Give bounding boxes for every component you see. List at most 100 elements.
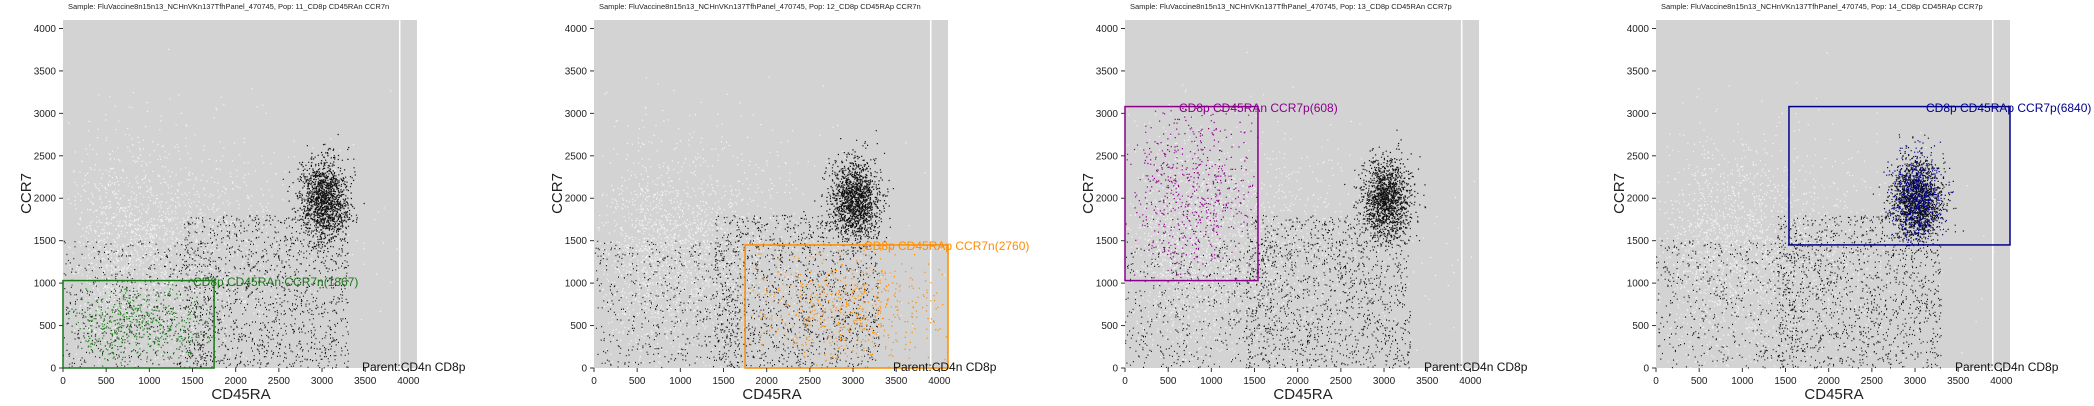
events-layer (63, 48, 398, 369)
x-tick-label: 3500 (354, 376, 377, 387)
x-tick-label: 500 (1160, 376, 1177, 387)
scatter-panel-3: 0 500 1000 1500 2000 2500 3000 3500 4000 0 500 1000… (1062, 0, 1582, 406)
y-tick-label: 3000 (565, 109, 588, 120)
plot-background (1656, 20, 2010, 368)
x-tick-label: 4000 (397, 376, 420, 387)
y-axis-label: CCR7 (1079, 173, 1097, 214)
gate-rectangle[interactable] (62, 279, 215, 369)
x-tick-label: 3500 (885, 376, 908, 387)
x-tick-label: 500 (629, 376, 646, 387)
y-tick-label: 3500 (565, 66, 588, 77)
plot-svg: 0 500 1000 1500 2000 2500 3000 3500 4000 0 500 1000… (1096, 20, 1482, 387)
plot-svg: 0 500 1000 1500 2000 2500 3000 3500 4000 0 500 1000… (34, 20, 420, 387)
y-tick-label: 3000 (34, 109, 57, 120)
y-tick-label: 500 (39, 321, 56, 332)
parent-label: Parent:CD4n CD8p (362, 360, 466, 374)
y-tick-label: 3500 (1627, 66, 1650, 77)
x-tick-label: 1500 (1774, 376, 1797, 387)
y-tick-label: 1000 (1627, 279, 1650, 290)
y-tick-label: 0 (50, 364, 56, 375)
x-tick-label: 4000 (1459, 376, 1482, 387)
parent-label: Parent:CD4n CD8p (893, 360, 997, 374)
dark-events (594, 130, 894, 369)
events-layer (594, 76, 949, 369)
x-tick-label: 3000 (1373, 376, 1396, 387)
scatter-panel-2: 0 500 1000 1500 2000 2500 3000 3500 4000 0 500 1000… (531, 0, 1051, 406)
gated-events (1872, 134, 1964, 245)
y-tick-label: 500 (1101, 321, 1118, 332)
gate-label: CD8p CD45RAn CCR7p(608) (1179, 100, 1338, 115)
x-tick-label: 1000 (1200, 376, 1223, 387)
x-axis-label: CD45RA (742, 386, 802, 403)
y-tick-label: 4000 (1627, 24, 1650, 35)
y-tick-label: 2500 (34, 151, 57, 162)
x-tick-label: 2500 (1861, 376, 1884, 387)
gate-label: CD8p CD45RAp CCR7n(2760) (864, 238, 1030, 253)
y-tick-label: 2500 (565, 151, 588, 162)
y-tick-label: 1500 (565, 236, 588, 247)
parent-label: Parent:CD4n CD8p (1424, 360, 1528, 374)
gate-label: CD8p CD45RAn CCR7n(1867) (193, 274, 359, 289)
y-tick-label: 2000 (1627, 194, 1650, 205)
y-tick-label: 2500 (1627, 151, 1650, 162)
x-tick-label: 2000 (756, 376, 779, 387)
y-tick-label: 500 (570, 321, 587, 332)
y-tick-label: 3500 (34, 66, 57, 77)
x-tick-label: 500 (98, 376, 115, 387)
y-tick-label: 4000 (1096, 24, 1119, 35)
gate-rectangle[interactable] (744, 244, 949, 369)
y-axis-label: CCR7 (17, 173, 35, 214)
y-axis-label: CCR7 (1610, 173, 1628, 214)
parent-label: Parent:CD4n CD8p (1955, 360, 2059, 374)
gated-events (66, 280, 215, 367)
dark-events (63, 133, 365, 369)
scatter-panel-1: 0 500 1000 1500 2000 2500 3000 3500 4000 0 500 1000… (0, 0, 520, 406)
y-tick-label: 2000 (34, 194, 57, 205)
plot-title: Sample: FluVaccine8n15n13_NCHnVKn137TfhP… (1661, 2, 1983, 11)
plot-title: Sample: FluVaccine8n15n13_NCHnVKn137TfhP… (1130, 2, 1452, 11)
y-tick-label: 2500 (1096, 151, 1119, 162)
x-tick-label: 500 (1691, 376, 1708, 387)
x-tick-label: 3000 (1904, 376, 1927, 387)
gate-rectangle[interactable] (1124, 105, 1259, 282)
plot-svg: 0 500 1000 1500 2000 2500 3000 3500 4000 0 500 1000… (565, 20, 951, 387)
x-tick-label: 1000 (669, 376, 692, 387)
dark-events (1125, 129, 1427, 369)
x-tick-label: 0 (591, 376, 597, 387)
plot-svg: 0 500 1000 1500 2000 2500 3000 3500 4000 0 500 1000… (1627, 20, 2013, 387)
y-tick-label: 0 (1112, 364, 1118, 375)
y-tick-label: 4000 (34, 24, 57, 35)
y-tick-label: 3500 (1096, 66, 1119, 77)
x-tick-label: 4000 (928, 376, 951, 387)
x-tick-label: 2500 (799, 376, 822, 387)
gated-events (1125, 106, 1259, 281)
events-layer (1125, 51, 1475, 369)
x-tick-label: 3500 (1416, 376, 1439, 387)
x-tick-label: 2500 (268, 376, 291, 387)
x-tick-label: 2000 (225, 376, 248, 387)
x-axis-label: CD45RA (211, 386, 271, 403)
x-tick-label: 1500 (1243, 376, 1266, 387)
y-tick-label: 0 (581, 364, 587, 375)
y-tick-label: 0 (1643, 364, 1649, 375)
x-axis-label: CD45RA (1273, 386, 1333, 403)
scatter-panel-4: 0 500 1000 1500 2000 2500 3000 3500 4000 0 500 1000… (1593, 0, 2094, 406)
y-axis-label: CCR7 (548, 173, 566, 214)
x-tick-label: 0 (1653, 376, 1659, 387)
plot-title: Sample: FluVaccine8n15n13_NCHnVKn137TfhP… (599, 2, 921, 11)
y-tick-label: 500 (1632, 321, 1649, 332)
x-tick-label: 1000 (1731, 376, 1754, 387)
x-tick-label: 1500 (181, 376, 204, 387)
x-tick-label: 1500 (712, 376, 735, 387)
gate-label: CD8p CD45RAp CCR7p(6840) (1926, 100, 2092, 115)
y-tick-label: 4000 (565, 24, 588, 35)
x-tick-label: 2000 (1818, 376, 1841, 387)
x-tick-label: 2000 (1287, 376, 1310, 387)
plot-background (63, 20, 417, 368)
gated-events (748, 245, 949, 368)
x-tick-label: 0 (60, 376, 66, 387)
x-tick-label: 3000 (842, 376, 865, 387)
gate-rectangle[interactable] (1788, 105, 2011, 246)
x-tick-label: 3000 (311, 376, 334, 387)
